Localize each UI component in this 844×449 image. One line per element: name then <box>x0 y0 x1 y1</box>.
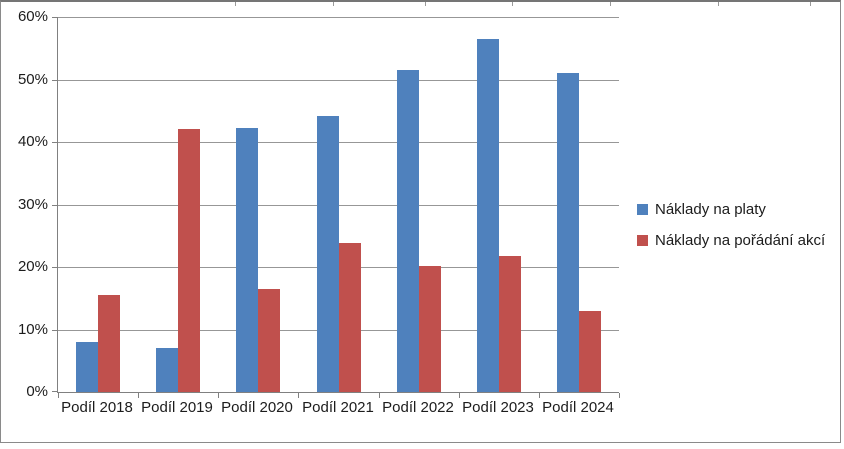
bar-series1-podíl-2022[interactable] <box>397 70 419 392</box>
top-border-tick <box>333 2 334 6</box>
y-axis-tick-label: 60% <box>17 8 48 25</box>
gridline-60 <box>58 17 619 18</box>
x-axis-tick <box>619 393 620 398</box>
x-axis-tick <box>138 393 139 398</box>
y-axis-tick <box>52 267 58 268</box>
bar-series2-podíl-2018[interactable] <box>98 295 120 392</box>
y-axis-tick <box>52 204 58 206</box>
bar-series1-podíl-2024[interactable] <box>557 73 579 392</box>
y-axis-tick-label: 40% <box>17 133 48 150</box>
bar-series2-podíl-2022[interactable] <box>419 266 441 392</box>
gridline-50 <box>58 79 619 81</box>
x-axis-category-label: Podíl 2019 <box>141 399 213 416</box>
y-axis-tick <box>52 79 58 81</box>
y-axis-tick-label: 20% <box>17 258 48 275</box>
legend-item-naklady-na-poradani-akci[interactable]: Náklady na pořádání akcí <box>637 232 825 249</box>
x-axis-tick <box>218 393 219 398</box>
top-border-tick <box>512 2 513 6</box>
legend-swatch-blue <box>637 204 648 215</box>
y-axis-tick <box>52 391 58 392</box>
y-axis-tick <box>52 17 58 18</box>
top-border-tick <box>235 2 236 6</box>
legend-label: Náklady na pořádání akcí <box>655 232 826 249</box>
y-axis-tick-label: 0% <box>26 383 48 400</box>
x-axis-tick <box>379 393 380 398</box>
x-axis-category-label: Podíl 2020 <box>221 399 293 416</box>
x-axis-tick <box>459 393 460 398</box>
x-axis-category-label: Podíl 2024 <box>542 399 614 416</box>
legend-item-naklady-na-platy[interactable]: Náklady na platy <box>637 201 825 218</box>
bar-series2-podíl-2019[interactable] <box>178 129 200 392</box>
bar-series1-podíl-2018[interactable] <box>76 342 98 392</box>
bar-series2-podíl-2024[interactable] <box>579 311 601 392</box>
legend-label: Náklady na platy <box>655 201 766 218</box>
x-axis-tick <box>58 393 59 398</box>
bar-series2-podíl-2020[interactable] <box>258 289 280 392</box>
bar-series1-podíl-2023[interactable] <box>477 39 499 392</box>
y-axis-tick <box>52 142 58 143</box>
top-border-tick <box>810 2 811 6</box>
x-axis-category-label: Podíl 2018 <box>61 399 133 416</box>
bar-series1-podíl-2019[interactable] <box>156 348 178 392</box>
x-axis-category-label: Podíl 2022 <box>382 399 454 416</box>
y-axis-tick-label: 50% <box>17 70 48 88</box>
legend-swatch-red <box>637 235 648 246</box>
legend: Náklady na platy Náklady na pořádání akc… <box>637 201 825 263</box>
plot-area <box>52 17 620 398</box>
y-axis-tick-label: 30% <box>17 195 48 213</box>
y-axis-tick-label: 10% <box>17 320 48 338</box>
top-border-tick <box>610 2 611 6</box>
y-axis-tick <box>52 329 58 331</box>
x-axis-category-label: Podíl 2021 <box>302 399 374 416</box>
bar-series1-podíl-2021[interactable] <box>317 116 339 392</box>
bar-series1-podíl-2020[interactable] <box>236 128 258 392</box>
top-border-tick <box>718 2 719 6</box>
bar-series2-podíl-2023[interactable] <box>499 256 521 392</box>
x-axis-category-label: Podíl 2023 <box>462 399 534 416</box>
bar-series2-podíl-2021[interactable] <box>339 243 361 392</box>
x-axis-tick <box>298 393 299 398</box>
top-border-tick <box>425 2 426 6</box>
x-axis-tick <box>539 393 540 398</box>
